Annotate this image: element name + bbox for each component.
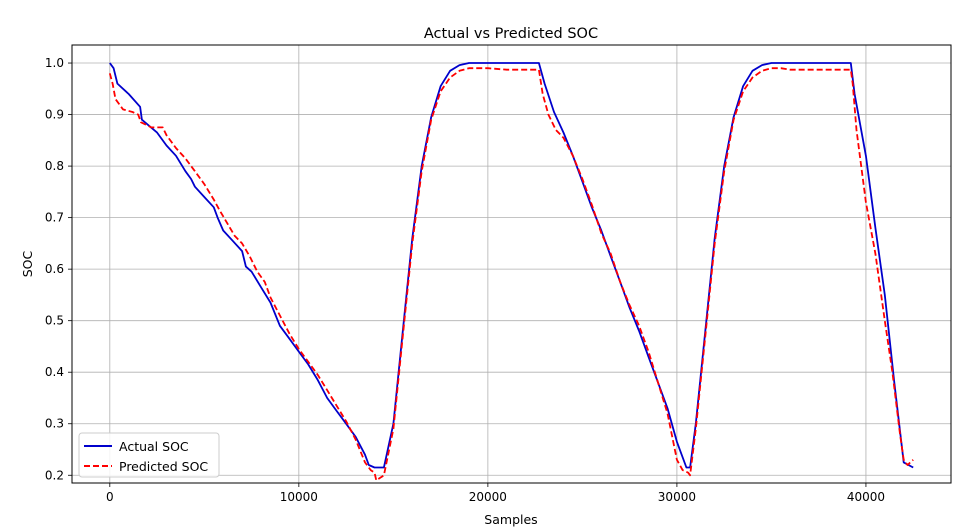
y-tick-label: 0.4 bbox=[45, 365, 64, 379]
legend-label-predicted: Predicted SOC bbox=[119, 459, 208, 474]
x-axis-label: Samples bbox=[484, 512, 537, 527]
tick-layer: 0 10000 20000 30000 40000 0.2 0.3 0.4 0.5 0.6 0.7 0… bbox=[45, 56, 885, 504]
x-tick-label: 10000 bbox=[280, 490, 318, 504]
x-tick-label: 0 bbox=[106, 490, 114, 504]
y-tick-label: 0.2 bbox=[45, 468, 64, 482]
x-tick-label: 30000 bbox=[658, 490, 696, 504]
y-tick-label: 0.3 bbox=[45, 417, 64, 431]
actual-soc-line bbox=[109, 62, 914, 469]
x-tick-label: 40000 bbox=[847, 490, 885, 504]
y-tick-label: 0.7 bbox=[45, 211, 64, 225]
predicted-soc-line bbox=[108, 67, 914, 482]
y-axis-label: SOC bbox=[20, 250, 35, 277]
y-tick-label: 0.9 bbox=[45, 108, 64, 122]
y-tick-label: 0.5 bbox=[45, 314, 64, 328]
y-tick-label: 1.0 bbox=[45, 56, 64, 70]
y-tick-label: 0.6 bbox=[45, 262, 64, 276]
x-tick-label: 20000 bbox=[469, 490, 507, 504]
series-layer bbox=[108, 62, 914, 482]
plot-frame bbox=[71, 44, 952, 484]
chart-title: Actual vs Predicted SOC bbox=[424, 26, 598, 42]
legend: Actual SOC Predicted SOC bbox=[78, 432, 220, 478]
legend-label-actual: Actual SOC bbox=[119, 439, 189, 454]
y-tick-label: 0.8 bbox=[45, 159, 64, 173]
legend-box bbox=[78, 432, 220, 478]
